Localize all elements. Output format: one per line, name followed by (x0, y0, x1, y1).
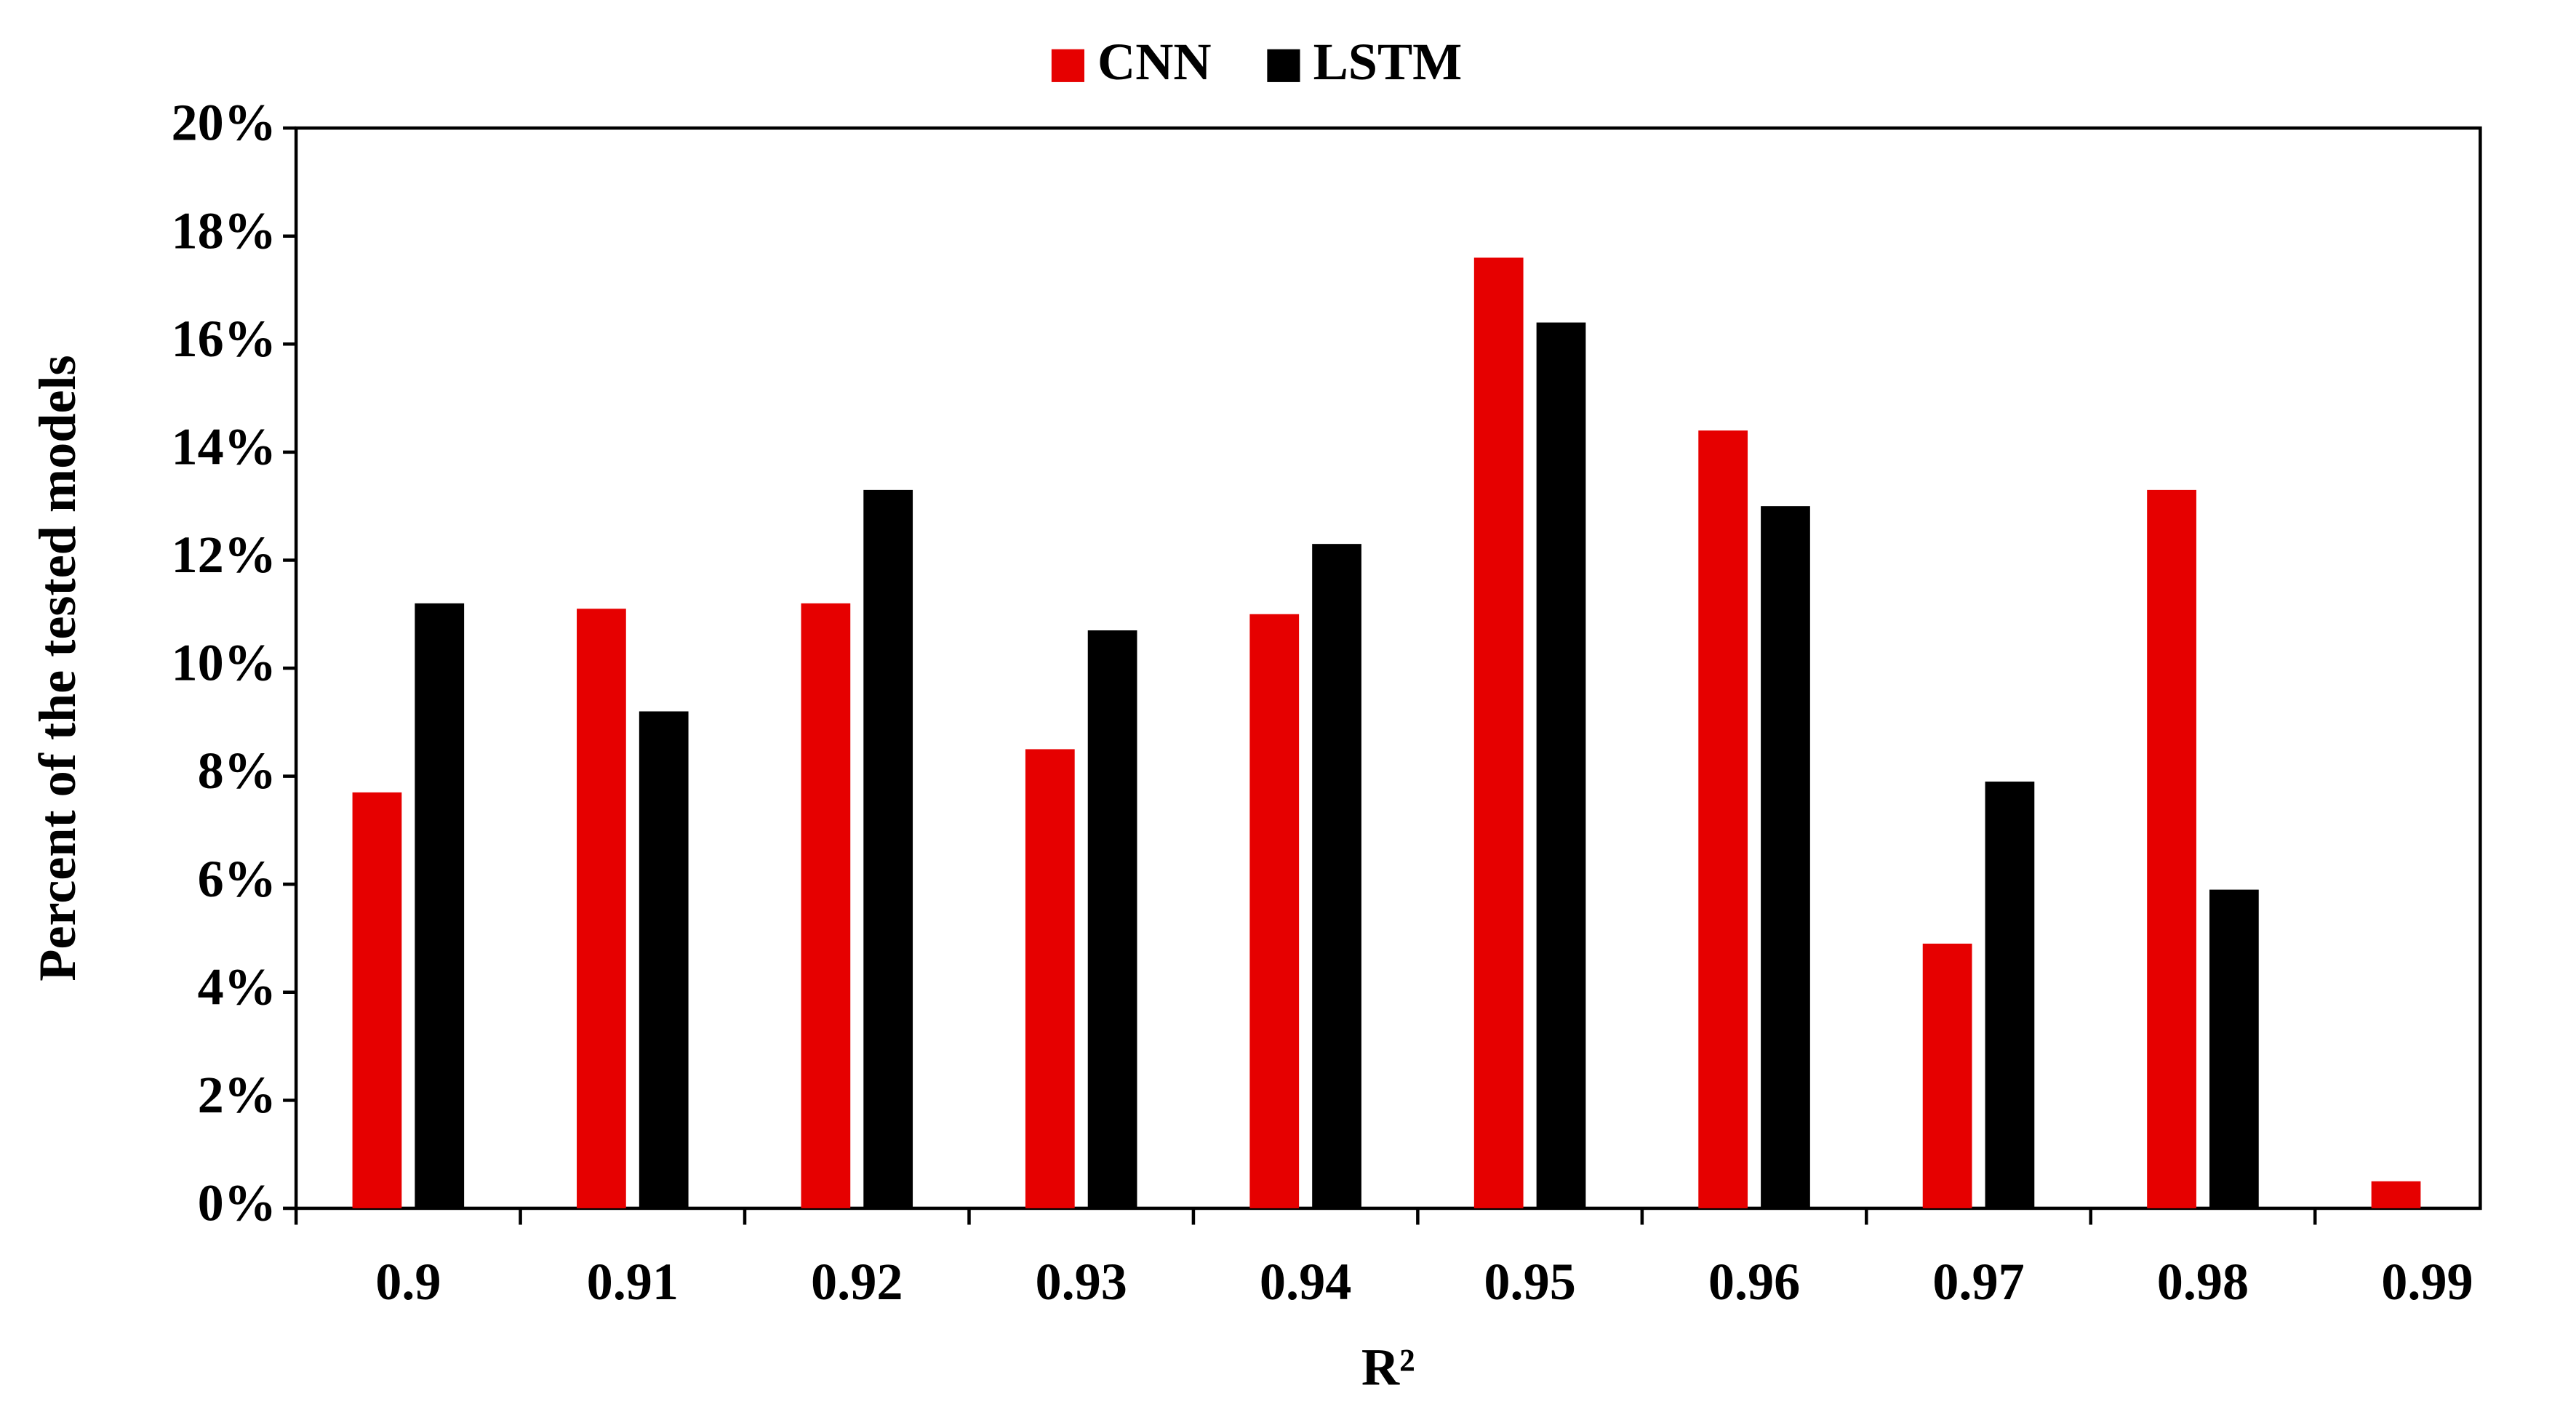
bar (1249, 614, 1300, 1208)
y-tick-label: 0% (198, 1174, 276, 1232)
bar (577, 609, 626, 1208)
y-tick-label: 4% (198, 958, 276, 1016)
x-tick-label: 0.95 (1484, 1253, 1575, 1311)
legend-swatch (1267, 49, 1300, 82)
bar (801, 603, 851, 1208)
bar (1761, 506, 1810, 1208)
bar (2147, 489, 2196, 1208)
x-axis-label: R² (1361, 1338, 1415, 1396)
bar (415, 603, 465, 1208)
bar (1536, 322, 1586, 1208)
bar (1922, 943, 1972, 1208)
legend-label: CNN (1097, 33, 1212, 91)
y-tick-label: 14% (172, 417, 277, 475)
x-tick-label: 0.99 (2381, 1253, 2473, 1311)
y-tick-label: 8% (198, 742, 276, 800)
x-tick-label: 0.92 (811, 1253, 903, 1311)
bar (1025, 749, 1075, 1208)
bar (1985, 782, 2035, 1208)
x-tick-label: 0.94 (1260, 1253, 1351, 1311)
y-tick-label: 18% (172, 201, 277, 260)
x-tick-label: 0.91 (587, 1253, 679, 1311)
y-tick-label: 12% (172, 526, 277, 584)
bar (1087, 630, 1137, 1208)
x-tick-label: 0.96 (1708, 1253, 1800, 1311)
x-tick-label: 0.93 (1035, 1253, 1127, 1311)
x-tick-label: 0.97 (1932, 1253, 2024, 1311)
y-tick-label: 20% (172, 94, 277, 152)
bar (1312, 544, 1361, 1208)
y-tick-label: 10% (172, 634, 277, 692)
bar (2209, 889, 2259, 1208)
bar (1473, 257, 1524, 1208)
bar (639, 711, 689, 1208)
x-tick-label: 0.9 (375, 1253, 441, 1311)
bar (1698, 430, 1748, 1208)
bar (352, 792, 402, 1208)
y-axis-label: Percent of the tested models (28, 355, 87, 981)
bar (2371, 1181, 2421, 1208)
x-tick-label: 0.98 (2157, 1253, 2249, 1311)
bar (863, 489, 913, 1208)
y-tick-label: 2% (198, 1066, 276, 1124)
y-tick-label: 16% (172, 310, 277, 368)
y-tick-label: 6% (198, 850, 276, 908)
legend-swatch (1051, 49, 1084, 82)
legend-label: LSTM (1313, 33, 1463, 91)
